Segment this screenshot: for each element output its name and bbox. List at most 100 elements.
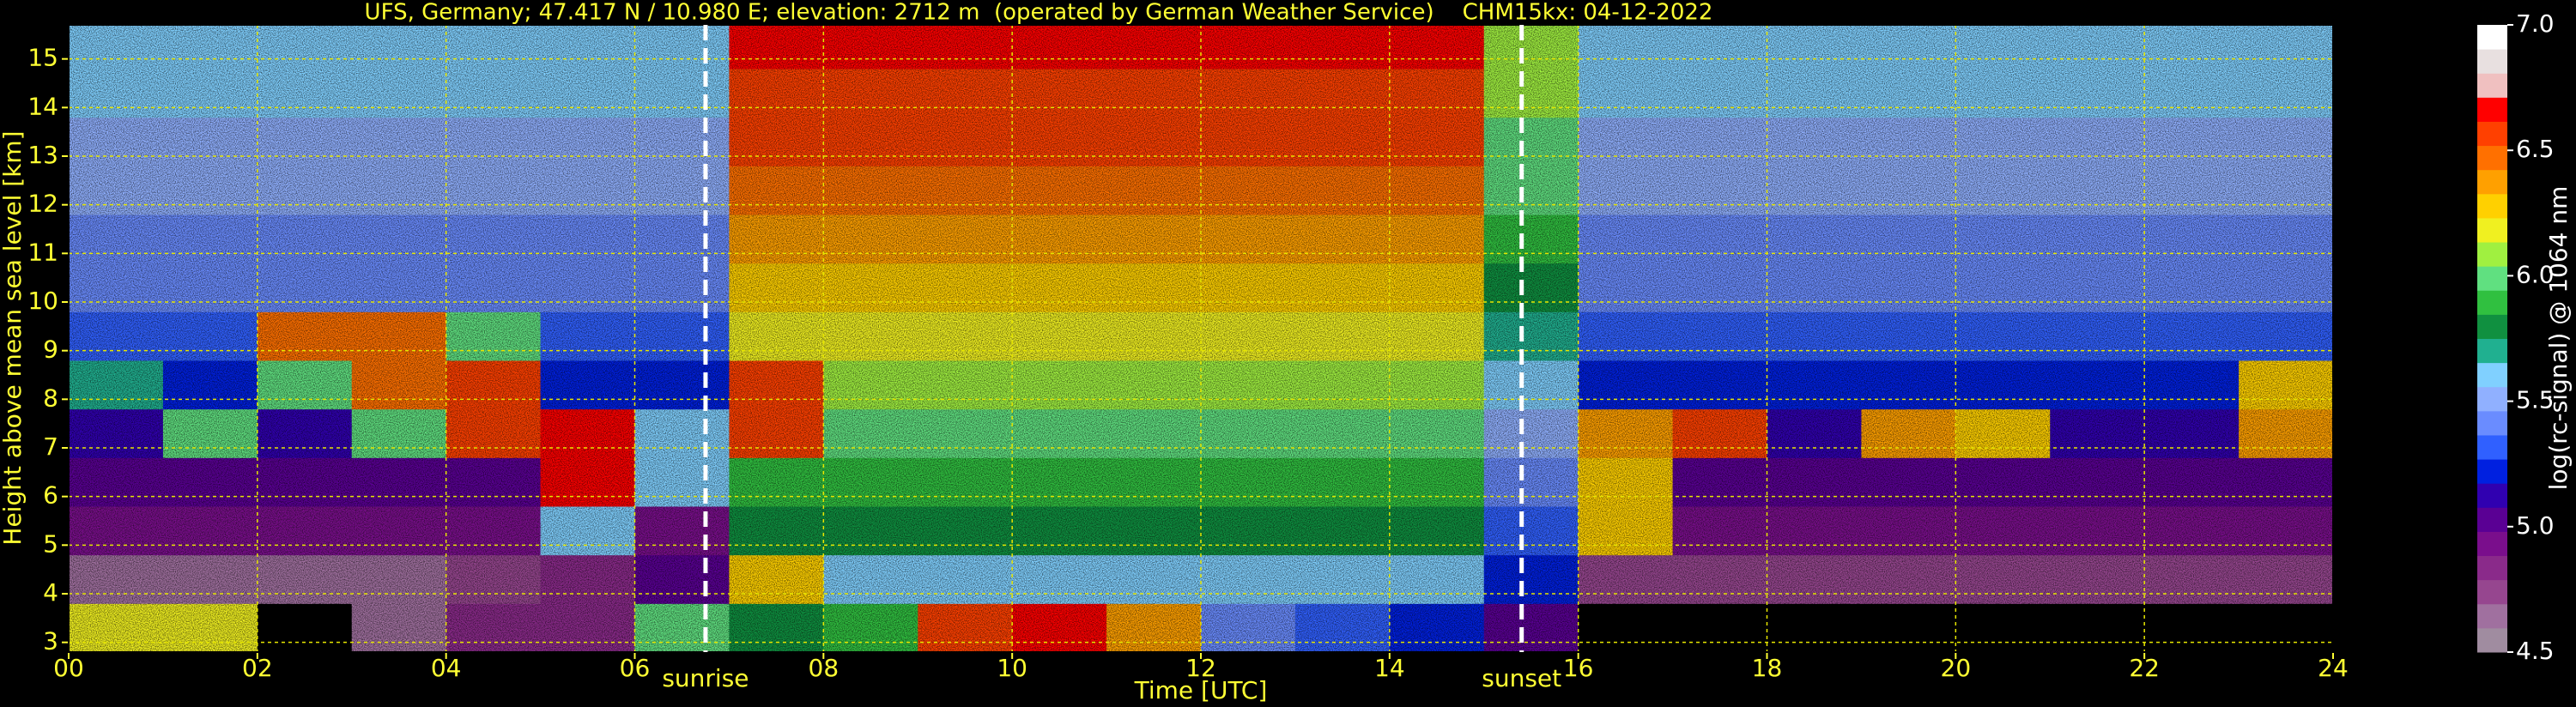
heat-cell [1483, 263, 1579, 312]
heat-cell [2050, 166, 2145, 215]
heat-cell [540, 603, 635, 652]
heat-cell [1294, 554, 1391, 604]
heat-cell [918, 117, 1013, 166]
heat-cell [162, 166, 258, 215]
heat-cell [1955, 408, 2051, 458]
heat-cell [2144, 166, 2240, 215]
heat-cell [69, 215, 164, 264]
colorbar-segment [2477, 49, 2507, 74]
heat-cell [2239, 69, 2333, 118]
heat-cell [1861, 69, 1956, 118]
heat-cell [1012, 408, 1107, 458]
heat-cell [351, 69, 447, 118]
heat-cell [634, 554, 730, 604]
heat-cell [1578, 69, 1674, 118]
heat-cell [1294, 360, 1391, 410]
heat-cell [729, 360, 824, 410]
x-tick-label: 12 [1185, 654, 1216, 682]
heat-cell [351, 117, 447, 166]
heat-cell [1201, 215, 1296, 264]
heat-cell [540, 408, 635, 458]
heat-cell [634, 166, 730, 215]
heat-cell [2050, 215, 2145, 264]
heat-cell [1389, 69, 1485, 118]
heat-cell [445, 603, 542, 652]
heat-cell [729, 554, 824, 604]
y-tick-label: 11 [27, 238, 58, 266]
heat-cell [69, 408, 164, 458]
heat-cell [69, 457, 164, 507]
heat-cell [1201, 166, 1296, 215]
heat-cell [1767, 554, 1862, 604]
colorbar-segment [2477, 603, 2507, 629]
heat-cell [257, 215, 353, 264]
heat-cell [1578, 506, 1674, 556]
colorbar-segment [2477, 507, 2507, 532]
heat-cell [1294, 311, 1391, 361]
heat-cell [823, 25, 918, 69]
heat-cell [257, 360, 353, 410]
heat-cell [2050, 554, 2145, 604]
heat-cell [1578, 215, 1674, 264]
heat-cell [2239, 166, 2333, 215]
y-axis-label: Height above mean sea level [km] [0, 130, 27, 545]
heatmap [69, 25, 2333, 652]
heat-cell [1483, 215, 1579, 264]
heat-cell [2050, 408, 2145, 458]
heat-cell [634, 603, 730, 652]
heat-cell [823, 408, 918, 458]
heat-cell [162, 117, 258, 166]
heat-cell [1012, 25, 1107, 69]
heat-cell [729, 25, 824, 69]
heat-cell [1106, 506, 1202, 556]
colorbar-segment [2477, 314, 2507, 339]
heat-cell [162, 408, 258, 458]
heat-cell [257, 166, 353, 215]
heat-cell [823, 166, 918, 215]
heat-cell [918, 554, 1013, 604]
heat-cell [540, 69, 635, 118]
heat-cell [1483, 457, 1579, 507]
heat-cell [162, 311, 258, 361]
heat-cell [1672, 25, 1767, 69]
heat-cell [1672, 457, 1767, 507]
event-label: sunset [1482, 664, 1561, 692]
heat-cell [1201, 311, 1296, 361]
heat-cell [2050, 117, 2145, 166]
heat-cell [1955, 69, 2051, 118]
heat-cell [540, 25, 635, 69]
heat-cell [1106, 263, 1202, 312]
y-tick-label: 4 [43, 578, 58, 607]
colorbar-segment [2477, 169, 2507, 195]
colorbar-segment [2477, 459, 2507, 484]
x-tick-label: 08 [809, 654, 839, 682]
heat-cell [1012, 263, 1107, 312]
heat-cell [445, 457, 542, 507]
heat-cell [162, 554, 258, 604]
heat-cell [1106, 311, 1202, 361]
heat-cell [1106, 603, 1202, 652]
heat-cell [1672, 263, 1767, 312]
heat-cell [1672, 215, 1767, 264]
y-tick-label: 14 [27, 92, 58, 120]
heat-cell [1955, 603, 2051, 652]
heat-cell [257, 117, 353, 166]
heat-cell [2144, 506, 2240, 556]
heat-cell [1201, 554, 1296, 604]
colorbar-segment [2477, 266, 2507, 291]
heat-cell [2144, 603, 2240, 652]
heat-cell [918, 166, 1013, 215]
heat-cell [918, 457, 1013, 507]
heat-cell [918, 25, 1013, 69]
heat-cell [1861, 263, 1956, 312]
heat-cell [634, 117, 730, 166]
heat-cell [1389, 408, 1485, 458]
heat-cell [1294, 215, 1391, 264]
heat-cell [823, 117, 918, 166]
colorbar-tick-label: 6.5 [2516, 135, 2555, 163]
heat-cell [2144, 215, 2240, 264]
heat-cell [1672, 408, 1767, 458]
heat-cell [634, 69, 730, 118]
heat-cell [634, 408, 730, 458]
heat-cell [1294, 457, 1391, 507]
